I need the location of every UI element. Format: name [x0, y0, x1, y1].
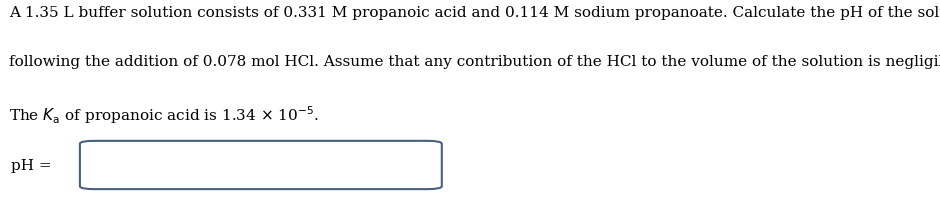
Text: A 1.35 L buffer solution consists of 0.331 M propanoic acid and 0.114 M sodium p: A 1.35 L buffer solution consists of 0.3… — [9, 6, 940, 20]
Text: pH =: pH = — [11, 159, 52, 174]
Text: The $K_\mathrm{a}$ of propanoic acid is 1.34 $\times$ 10$^{-5}$.: The $K_\mathrm{a}$ of propanoic acid is … — [9, 104, 320, 126]
FancyBboxPatch shape — [80, 141, 442, 189]
Text: following the addition of 0.078 mol HCl. Assume that any contribution of the HCl: following the addition of 0.078 mol HCl.… — [9, 55, 940, 69]
